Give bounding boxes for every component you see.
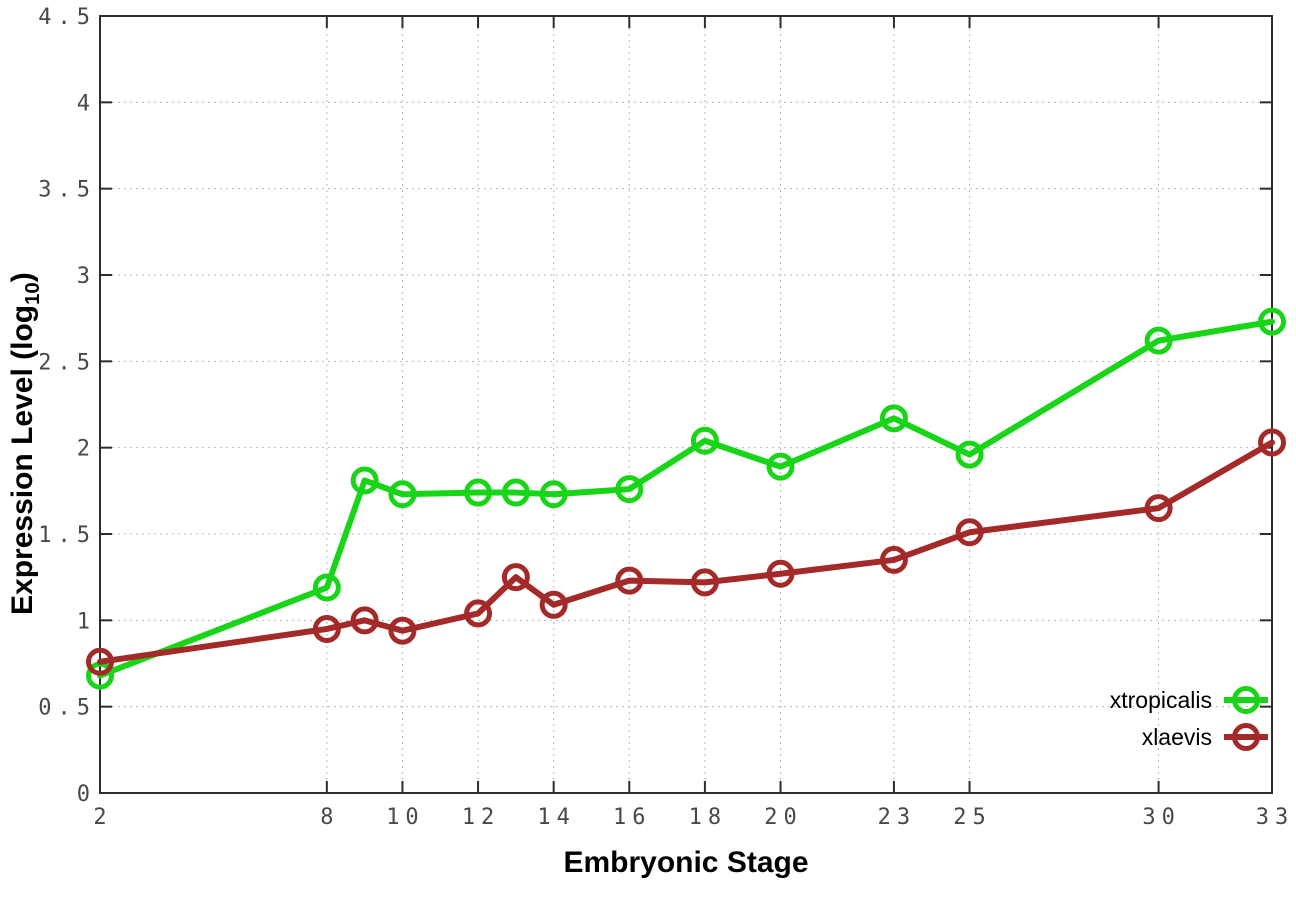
data-point-xlaevis (86, 647, 114, 676)
data-point-xtropicalis (879, 404, 908, 433)
data-point-xlaevis (1258, 428, 1286, 457)
x-tick-label: 16 (613, 805, 652, 830)
y-axis-title-subscript: 10 (22, 282, 44, 305)
data-point-xlaevis (766, 559, 795, 588)
y-tick-label: 2 (77, 437, 96, 462)
y-tick-label: 4 (77, 91, 96, 116)
y-tick-label: 0.5 (38, 696, 96, 721)
x-tick-label: 20 (764, 805, 803, 830)
x-tick-label: 8 (320, 805, 339, 830)
data-point-xlaevis (464, 599, 493, 628)
data-point-xtropicalis (690, 426, 719, 455)
data-point-xlaevis (615, 566, 644, 595)
y-tick-label: 2.5 (38, 350, 96, 375)
legend-label-xlaevis: xlaevis (1142, 724, 1212, 750)
y-tick-label: 3 (77, 264, 96, 289)
x-tick-label: 2 (93, 805, 112, 830)
y-tick-label: 0 (77, 782, 96, 807)
data-point-xlaevis (501, 563, 530, 592)
data-point-xtropicalis (955, 440, 984, 469)
data-point-xtropicalis (539, 480, 568, 509)
y-tick-label: 3.5 (38, 178, 96, 203)
legend-label-xtropicalis: xtropicalis (1110, 687, 1212, 713)
data-point-xlaevis (350, 606, 379, 635)
data-point-xlaevis (1144, 494, 1173, 523)
legend-marker-xlaevis (1232, 723, 1260, 751)
series-line-xtropicalis (97, 318, 1275, 679)
data-point-xtropicalis (1144, 326, 1173, 355)
x-tick-label: 33 (1256, 805, 1295, 830)
series-line-xlaevis (97, 439, 1275, 665)
data-point-xtropicalis (766, 452, 795, 481)
data-point-xlaevis (388, 616, 417, 645)
x-axis-title: Embryonic Stage (563, 846, 809, 879)
data-point-xlaevis (690, 568, 719, 597)
data-point-xtropicalis (312, 573, 341, 602)
legend-marker-xtropicalis (1232, 686, 1260, 714)
y-tick-label: 1 (77, 609, 96, 634)
data-point-xlaevis (879, 545, 908, 574)
x-tick-label: 25 (953, 805, 992, 830)
data-point-xlaevis (312, 614, 341, 643)
y-tick-label: 4.5 (38, 5, 96, 30)
y-axis-title-suffix: ) (6, 272, 39, 283)
x-tick-label: 12 (462, 805, 501, 830)
plot-border (99, 15, 1273, 794)
x-tick-label: 23 (878, 805, 917, 830)
y-tick-label: 1.5 (38, 523, 96, 548)
data-point-xtropicalis (615, 475, 644, 504)
x-tick-label: 30 (1142, 805, 1181, 830)
data-point-xlaevis (539, 590, 568, 619)
x-tick-label: 10 (386, 805, 425, 830)
y-axis-title-text: Expression Level (log (6, 304, 39, 615)
data-point-xtropicalis (464, 478, 493, 507)
y-axis-title: Expression Level (log10) (6, 272, 45, 615)
data-point-xtropicalis (350, 466, 379, 495)
data-point-xtropicalis (501, 478, 530, 507)
data-point-xtropicalis (1258, 307, 1286, 336)
x-tick-label: 14 (537, 805, 576, 830)
x-tick-label: 18 (689, 805, 728, 830)
data-point-xlaevis (955, 518, 984, 547)
data-point-xtropicalis (388, 480, 417, 509)
